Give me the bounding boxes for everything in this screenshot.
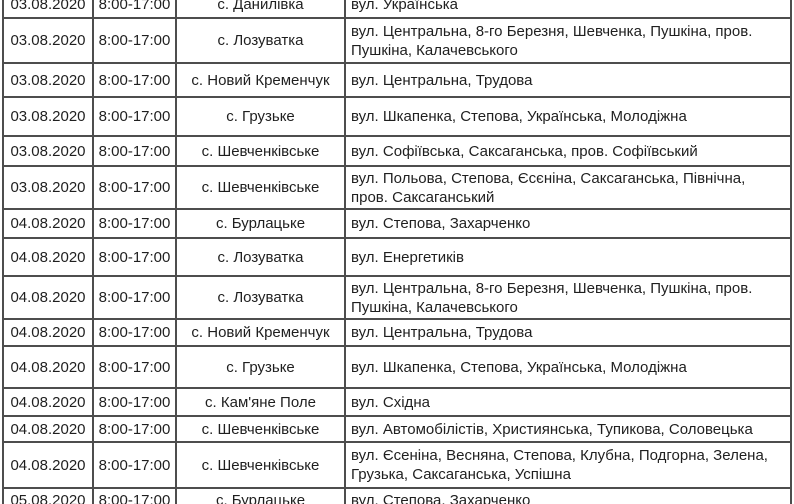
date-cell: 04.08.2020 [4,210,94,237]
streets-cell: вул. Центральна, 8-го Березня, Шевченка,… [351,22,753,59]
time-cell: 8:00-17:00 [94,210,177,237]
time-cell: 8:00-17:00 [94,19,177,62]
table-row: 03.08.2020 8:00-17:00 с. Данилівка вул. … [4,0,790,19]
streets-cell: вул. Польова, Степова, Єсєніна, Саксаган… [351,169,746,206]
table-row: 05.08.2020 8:00-17:00 с. Бурлацьке вул. … [4,489,790,504]
streets-cell: вул. Степова, Захарченко [351,215,531,232]
date-cell: 05.08.2020 [4,489,94,504]
table-row: 04.08.2020 8:00-17:00 с. Лозуватка вул. … [4,239,790,277]
village-cell: с. Кам'яне Поле [177,389,346,415]
date-cell: 04.08.2020 [4,347,94,387]
streets-cell: вул. Степова, Захарченко [351,492,531,504]
village-cell: с. Шевченківське [177,417,346,441]
time-cell: 8:00-17:00 [94,347,177,387]
streets-cell: вул. Енергетиків [351,248,464,266]
table-row: 04.08.2020 8:00-17:00 с. Кам'яне Поле ву… [4,389,790,417]
village-cell: с. Бурлацьке [177,210,346,237]
streets-cell: вул. Шкапенка, Степова, Українська, Моло… [351,358,687,376]
streets-cell: вул. Українська [351,0,458,13]
date-cell: 03.08.2020 [4,19,94,62]
time-cell: 8:00-17:00 [94,489,177,504]
streets-cell: вул. Софіївська, Саксаганська, пров. Соф… [351,142,698,160]
time-cell: 8:00-17:00 [94,417,177,441]
table-row: 04.08.2020 8:00-17:00 с. Бурлацьке вул. … [4,210,790,239]
streets-cell: вул. Центральна, Трудова [351,71,533,89]
table-row: 04.08.2020 8:00-17:00 с. Шевченківське в… [4,443,790,489]
village-cell: с. Шевченківське [177,137,346,165]
village-cell: с. Бурлацьке [177,489,346,504]
date-cell: 03.08.2020 [4,0,94,17]
date-cell: 04.08.2020 [4,239,94,275]
table-row: 03.08.2020 8:00-17:00 с. Шевченківське в… [4,137,790,167]
date-cell: 04.08.2020 [4,389,94,415]
time-cell: 8:00-17:00 [94,389,177,415]
date-cell: 04.08.2020 [4,277,94,318]
village-cell: с. Лозуватка [177,277,346,318]
streets-cell: вул. Центральна, 8-го Березня, Шевченка,… [351,279,753,316]
table-row: 03.08.2020 8:00-17:00 с. Новий Кременчук… [4,64,790,98]
village-cell: с. Грузьке [177,98,346,135]
date-cell: 03.08.2020 [4,137,94,165]
date-cell: 03.08.2020 [4,98,94,135]
date-cell: 04.08.2020 [4,320,94,345]
table-row: 03.08.2020 8:00-17:00 с. Шевченківське в… [4,167,790,210]
village-cell: с. Лозуватка [177,19,346,62]
date-cell: 04.08.2020 [4,417,94,441]
date-cell: 03.08.2020 [4,64,94,96]
village-cell: с. Шевченківське [177,167,346,208]
village-cell: с. Новий Кременчук [177,64,346,96]
streets-cell: вул. Автомобілістів, Християнська, Тупик… [351,420,753,438]
village-cell: с. Грузьке [177,347,346,387]
time-cell: 8:00-17:00 [94,167,177,208]
table-row: 04.08.2020 8:00-17:00 с. Шевченківське в… [4,417,790,443]
village-cell: с. Данилівка [177,0,346,17]
streets-cell: вул. Східна [351,393,430,411]
time-cell: 8:00-17:00 [94,137,177,165]
streets-cell: вул. Єсеніна, Весняна, Степова, Клубна, … [351,447,768,483]
village-cell: с. Новий Кременчук [177,320,346,345]
date-cell: 03.08.2020 [4,167,94,208]
table-row: 03.08.2020 8:00-17:00 с. Грузьке вул. Шк… [4,98,790,137]
time-cell: 8:00-17:00 [94,0,177,17]
table-row: 04.08.2020 8:00-17:00 с. Лозуватка вул. … [4,277,790,320]
time-cell: 8:00-17:00 [94,239,177,275]
table-row: 04.08.2020 8:00-17:00 с. Новий Кременчук… [4,320,790,347]
time-cell: 8:00-17:00 [94,277,177,318]
village-cell: с. Шевченківське [177,443,346,487]
table-row: 04.08.2020 8:00-17:00 с. Грузьке вул. Шк… [4,347,790,389]
time-cell: 8:00-17:00 [94,443,177,487]
village-cell: с. Лозуватка [177,239,346,275]
time-cell: 8:00-17:00 [94,98,177,135]
streets-cell: вул. Центральна, Трудова [351,324,533,341]
time-cell: 8:00-17:00 [94,320,177,345]
streets-cell: вул. Шкапенка, Степова, Українська, Моло… [351,108,687,125]
table-row: 03.08.2020 8:00-17:00 с. Лозуватка вул. … [4,19,790,64]
date-cell: 04.08.2020 [4,443,94,487]
time-cell: 8:00-17:00 [94,64,177,96]
